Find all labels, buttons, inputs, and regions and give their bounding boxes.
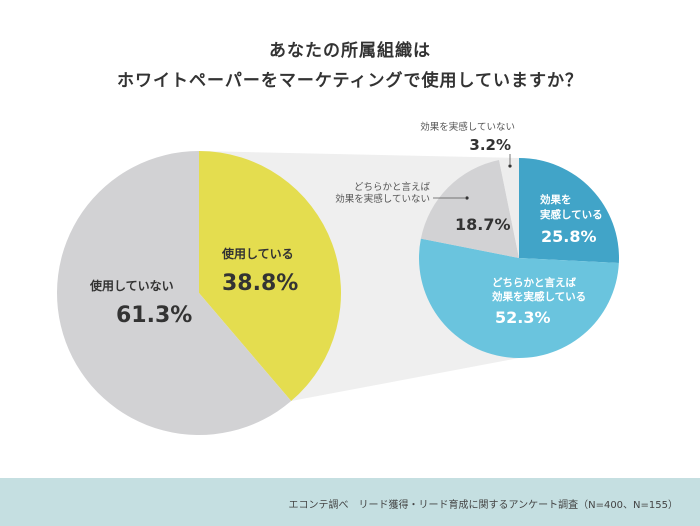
slice-label-somewhat-effective-2: 効果を実感している [492, 290, 586, 303]
main-pie [57, 151, 342, 435]
breakdown-pie [419, 158, 619, 358]
slice-label-somewhat-not-effective-1: どちらかと言えば [354, 181, 431, 193]
main-slice-0 [199, 151, 342, 402]
chart-title-line2: ホワイトペーパーをマーケティングで使用していますか？ [117, 71, 583, 91]
slice-label-somewhat-not-effective-2: 効果を実感していない [335, 193, 430, 205]
slice-value-effective: 25.8% [541, 227, 597, 246]
slice-label-somewhat-effective-1: どちらかと言えば [492, 276, 576, 289]
slice-value-not-effective: 3.2% [469, 136, 511, 154]
slice-label-not-using: 使用していない [89, 278, 174, 293]
slice-label-not-effective: 効果を実感していない [420, 121, 515, 133]
leader-dot [508, 164, 512, 168]
slice-label-effective-2: 実感している [540, 208, 603, 221]
slice-label-effective-1: 効果を [540, 193, 572, 206]
leader-dot [465, 196, 469, 200]
slice-value-somewhat-not-effective: 18.7% [455, 215, 511, 234]
slice-value-somewhat-effective: 52.3% [495, 308, 551, 327]
slice-value-using: 38.8% [222, 271, 298, 296]
breakdown-slice-2 [420, 160, 519, 258]
main-slice-1 [57, 151, 292, 435]
source-note: エコンテ調べ リード獲得・リード育成に関するアンケート調査（N=400、N=15… [288, 500, 679, 511]
slice-value-not-using: 61.3% [116, 303, 192, 328]
breakdown-slice-0 [519, 158, 619, 264]
pie-charts: 使用している 38.8% 使用していない 61.3% 効果を 実感している 25… [57, 121, 619, 435]
chart-title-line1: あなたの所属組織は [269, 41, 431, 61]
breakdown-slice-3 [499, 158, 519, 258]
breakdown-slice-1 [419, 238, 619, 358]
footer-bar: エコンテ調べ リード獲得・リード育成に関するアンケート調査（N=400、N=15… [0, 478, 700, 526]
slice-label-using: 使用している [221, 246, 294, 261]
